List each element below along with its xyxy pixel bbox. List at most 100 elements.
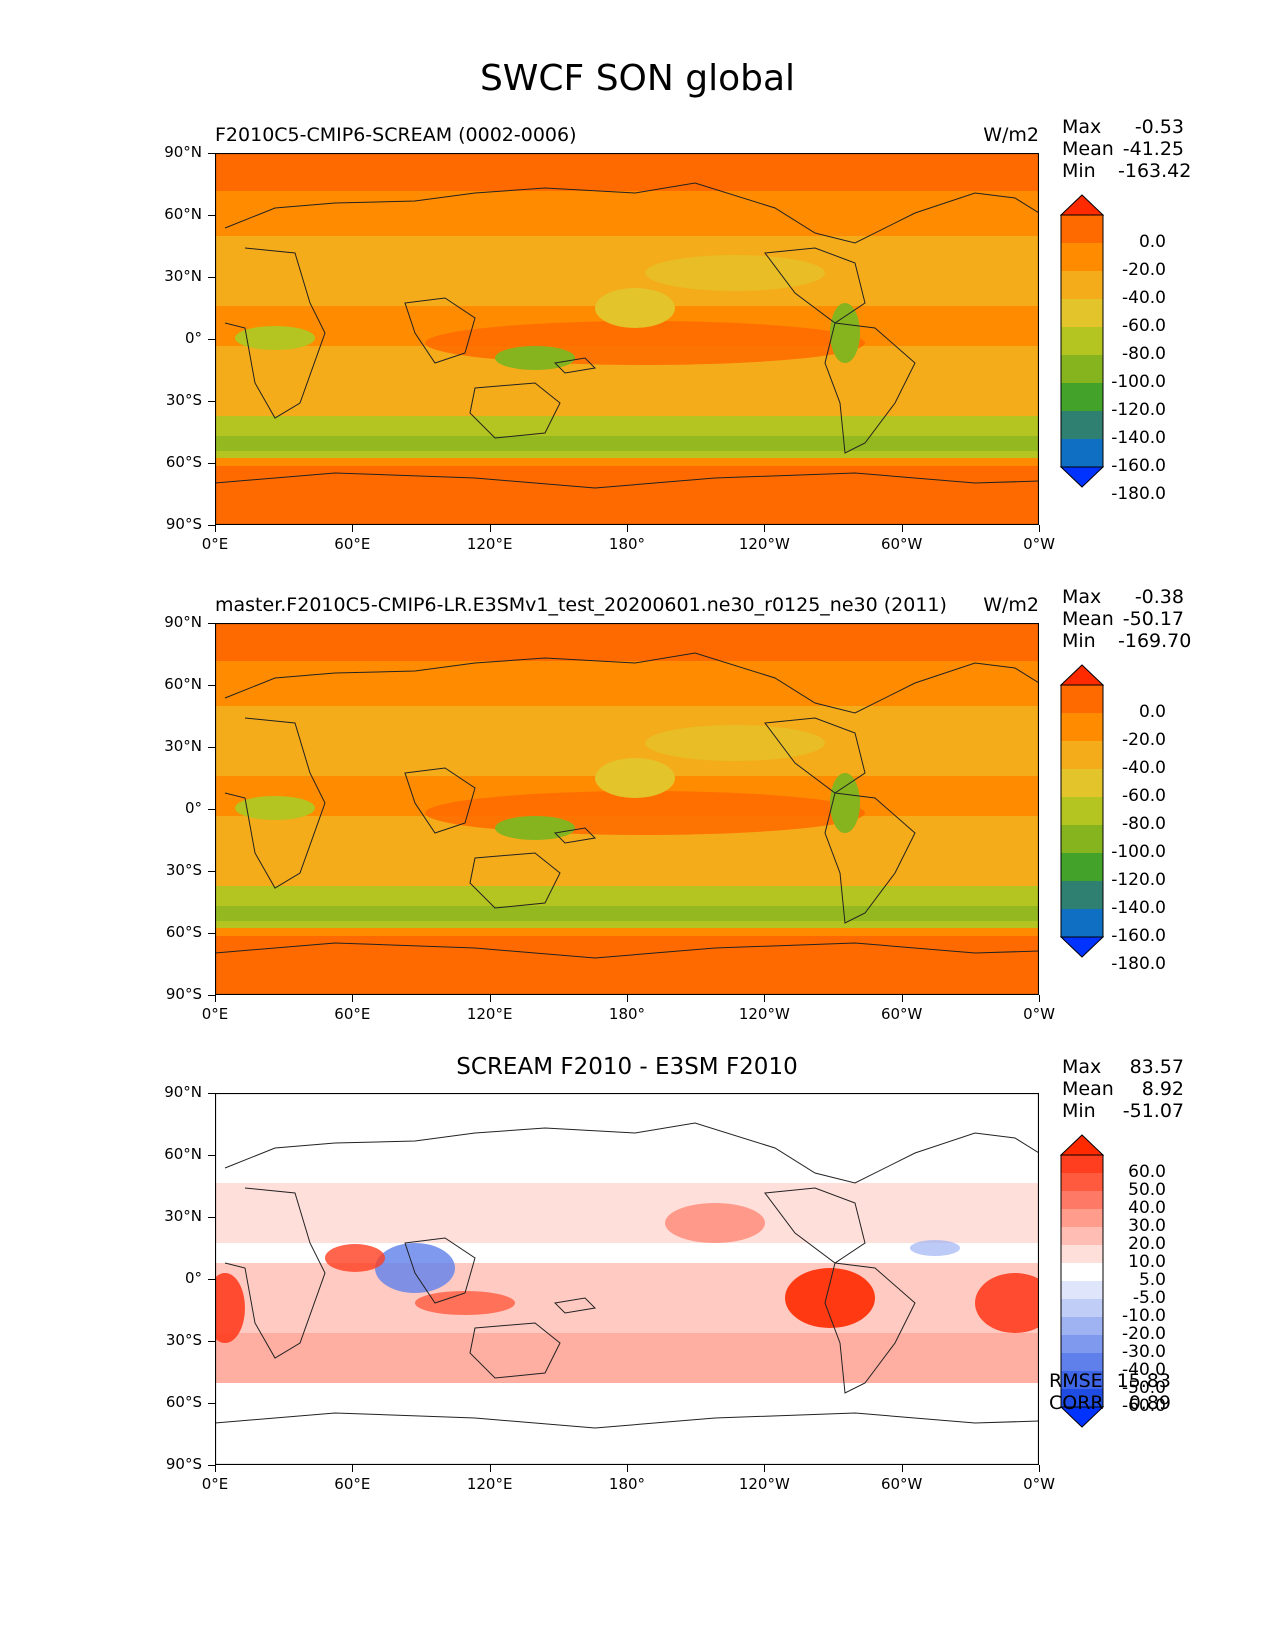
field-band	[215, 458, 1039, 466]
colorbar-tick-label: -60.0	[1122, 316, 1166, 336]
lon-tick-label: 120°W	[738, 1005, 790, 1023]
colorbar-segment	[1061, 1389, 1103, 1408]
field-blob	[830, 773, 860, 833]
colorbar-segment	[1061, 853, 1103, 882]
colorbar-segment	[1061, 1335, 1103, 1354]
colorbar-tick-label: 5.0	[1138, 1270, 1166, 1290]
coastline	[553, 827, 597, 844]
lat-tick	[208, 933, 215, 934]
colorbar-segment	[1061, 881, 1103, 910]
plot-frame	[215, 623, 1039, 995]
coastline	[824, 792, 916, 924]
lon-tick	[1039, 995, 1040, 1002]
lat-tick-label: 90°S	[165, 985, 202, 1003]
colorbar-segment	[1061, 299, 1103, 328]
lat-tick	[208, 215, 215, 216]
colorbar-segment	[1061, 741, 1103, 770]
colorbar-tick-label: -80.0	[1122, 344, 1166, 364]
colorbar-segment	[1061, 243, 1103, 272]
colorbar-segment	[1061, 1245, 1103, 1264]
lat-tick	[208, 747, 215, 748]
lon-tick	[901, 525, 903, 532]
coastline	[224, 652, 1039, 714]
colorbar-tick-label: -40.0	[1122, 1360, 1166, 1380]
colorbar-tick-label: -160.0	[1111, 456, 1166, 476]
coastline	[215, 942, 1039, 959]
colorbar-tick-label: 40.0	[1128, 1198, 1166, 1218]
lon-tick-label: 180°	[608, 535, 646, 553]
coastline	[404, 767, 476, 834]
lat-tick-label: 30°S	[165, 861, 202, 879]
colorbar-segment	[1061, 1353, 1103, 1372]
lon-tick-label: 180°	[608, 1475, 646, 1493]
lat-tick	[208, 339, 215, 340]
field-blob	[595, 288, 675, 328]
lat-tick	[208, 871, 215, 872]
coastline	[224, 717, 326, 889]
colorbar-extend-top	[1059, 1134, 1105, 1156]
colorbar-extend-top	[1059, 194, 1105, 216]
coastline	[224, 182, 1039, 244]
colorbar-segment	[1061, 439, 1103, 468]
lat-tick-label: 60°N	[164, 1145, 202, 1163]
field-band	[215, 191, 1039, 236]
colorbar-segment	[1061, 1317, 1103, 1336]
lon-tick-label: 120°E	[466, 535, 513, 553]
field-blob	[665, 1203, 765, 1243]
lon-tick	[901, 1465, 903, 1472]
lon-tick-label: 60°E	[334, 535, 371, 553]
map-panel-3: SCREAM F2010 - E3SM F2010 Max 83.57 Mean 8.9…	[0, 1054, 1275, 1520]
field-blob	[425, 791, 865, 835]
colorbar-tick-label: -160.0	[1111, 926, 1166, 946]
colorbar-frame	[1060, 214, 1104, 468]
colorbar-tick-label: -40.0	[1122, 758, 1166, 778]
lat-tick	[208, 525, 215, 526]
lat-tick-label: 90°N	[164, 143, 202, 161]
lon-tick	[627, 995, 628, 1002]
coastline	[215, 1412, 1039, 1429]
colorbar-tick-label: -50.0	[1122, 1378, 1166, 1398]
max-stat: Max -0.53	[1062, 116, 1184, 138]
colorbar-segment	[1061, 1209, 1103, 1228]
coastline	[764, 717, 866, 794]
colorbar-tick-label: -100.0	[1111, 842, 1166, 862]
lat-tick	[208, 685, 215, 686]
lat-tick	[208, 1279, 215, 1280]
colorbar	[1059, 664, 1105, 958]
panel-title: F2010C5-CMIP6-SCREAM (0002-0006)	[215, 124, 577, 146]
field-blob	[375, 1243, 455, 1293]
colorbar-segment	[1061, 713, 1103, 742]
corr-stat: CORR 0.89	[1049, 1392, 1171, 1414]
colorbar-tick-label: -20.0	[1122, 730, 1166, 750]
colorbar-tick-label: -180.0	[1111, 954, 1166, 974]
lon-tick-label: 180°	[608, 1005, 646, 1023]
lon-tick-label: 120°W	[738, 535, 790, 553]
colorbar-segment	[1061, 1155, 1103, 1174]
lat-tick	[208, 1217, 215, 1218]
coastline	[469, 1322, 561, 1379]
lon-tick	[489, 525, 491, 532]
lon-tick-label: 0°W	[1023, 1475, 1055, 1493]
lat-tick-label: 90°N	[164, 613, 202, 631]
coastline	[824, 322, 916, 454]
lon-tick	[627, 1465, 628, 1472]
lon-tick	[352, 995, 354, 1002]
colorbar	[1059, 1134, 1105, 1428]
min-stat: Min -51.07	[1062, 1100, 1184, 1122]
colorbar-tick-label: 60.0	[1128, 1162, 1166, 1182]
colorbar-segment	[1061, 1281, 1103, 1300]
field-blob	[235, 796, 315, 820]
lon-tick-label: 120°W	[738, 1475, 790, 1493]
colorbar-extend-bottom	[1059, 466, 1105, 488]
colorbar-segment	[1061, 411, 1103, 440]
field-band	[215, 928, 1039, 936]
lon-tick	[489, 995, 491, 1002]
colorbar-segment	[1061, 1263, 1103, 1282]
max-stat: Max -0.38	[1062, 586, 1184, 608]
lon-tick-label: 120°E	[466, 1475, 513, 1493]
lon-tick-label: 0°E	[201, 1005, 229, 1023]
lat-tick-label: 0°	[184, 799, 202, 817]
colorbar-segment	[1061, 271, 1103, 300]
coastline	[553, 357, 597, 374]
field-blob	[975, 1273, 1039, 1333]
